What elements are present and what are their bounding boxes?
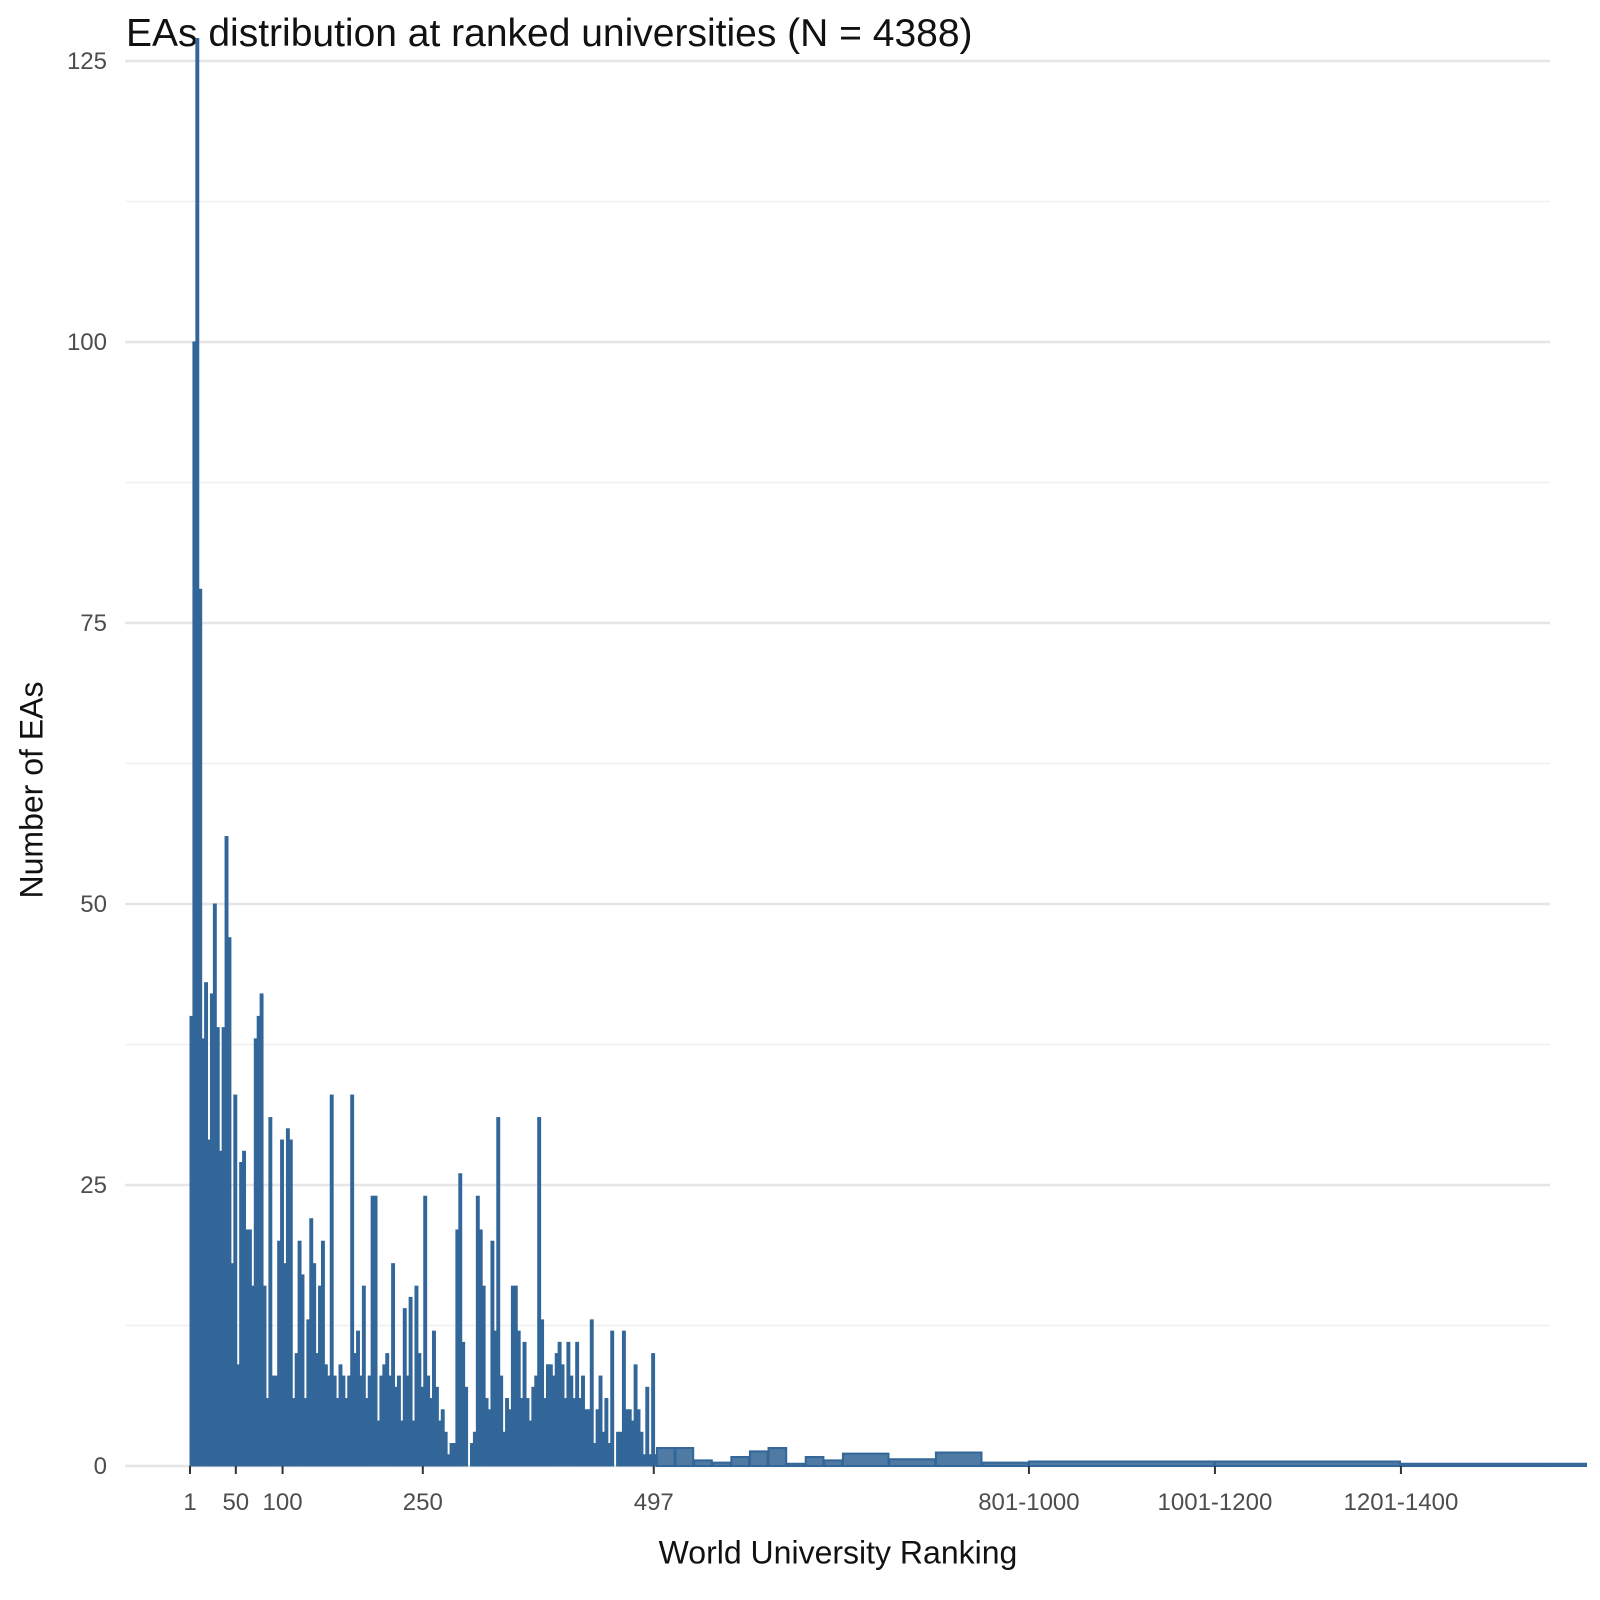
bar [458,1173,463,1467]
y-tick-label: 50 [80,891,107,918]
bar [589,1319,594,1467]
chart-title: EAs distribution at ranked universities … [126,12,973,55]
y-tick-label: 100 [67,329,107,356]
bar [350,1094,355,1467]
band-bar [674,1447,695,1467]
band-bar [748,1450,769,1467]
x-tick-label: 1001-1200 [1158,1489,1273,1516]
x-tick-label: 50 [222,1489,249,1516]
y-axis-ticks: 0 25 50 75 100 125 [67,48,107,1480]
band-bar [804,1456,825,1468]
bar [540,1319,545,1467]
x-tick-label: 1201-1400 [1344,1489,1459,1516]
bar [481,1285,486,1467]
bar [604,1398,609,1467]
bar [621,1330,626,1467]
band-bar [767,1447,788,1467]
x-tick-label: 100 [263,1489,303,1516]
x-axis-title: World University Ranking [658,1534,1018,1571]
bar [496,1117,501,1467]
bar [268,1117,273,1467]
band-bar [1399,1462,1588,1467]
bars [189,38,1588,1468]
bar [259,993,264,1467]
band-bar [841,1452,890,1467]
bar [329,1094,334,1467]
x-tick-label: 1 [183,1489,196,1516]
y-tick-label: 75 [80,610,107,637]
bar [537,1117,542,1467]
x-tick-label: 497 [634,1489,674,1516]
bar [610,1330,615,1467]
bar [598,1375,603,1467]
bar [227,937,232,1467]
bar [361,1285,366,1467]
y-tick-label: 125 [67,48,107,75]
bar [423,1195,428,1467]
bar [408,1296,413,1467]
x-axis-ticks: 1 50 100 250 497 801-1000 1001-1200 1201-1400 [183,1466,1458,1516]
band-bar [1027,1460,1216,1468]
bar [320,1240,325,1467]
bar [198,588,203,1467]
bar [300,1274,305,1467]
band-bar [1213,1460,1402,1468]
gridlines [125,59,1550,1468]
y-tick-label: 0 [94,1453,107,1480]
x-tick-label: 801-1000 [978,1489,1079,1516]
x-tick-label: 250 [403,1489,443,1516]
bar [262,1285,267,1467]
band-bar [655,1447,676,1467]
bar [373,1195,378,1467]
band-bar [981,1461,1029,1468]
band-bar [730,1456,751,1468]
bar [443,1431,448,1467]
band-bar [934,1451,983,1467]
bar [288,1139,293,1467]
bar [645,1386,650,1467]
band-bar [693,1459,713,1468]
bar [499,1375,504,1467]
band-bar [711,1461,732,1468]
bar [464,1386,469,1467]
bar [639,1431,644,1467]
band-bar [823,1459,844,1468]
bar [391,1263,396,1467]
band-bar [888,1458,936,1467]
band-bar [786,1462,806,1467]
bar [651,1353,656,1467]
y-tick-label: 25 [80,1172,107,1199]
